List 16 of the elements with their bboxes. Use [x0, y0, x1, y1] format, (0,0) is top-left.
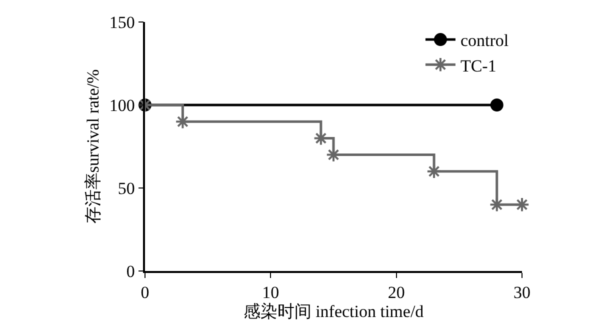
x-tick-label: 30 — [514, 283, 530, 302]
y-tick-label: 50 — [118, 178, 135, 198]
point — [489, 197, 504, 212]
y-tick-label: 100 — [109, 96, 135, 115]
point — [514, 197, 530, 212]
y-axis-title: 存活率survival rate/% — [83, 69, 102, 224]
point — [490, 98, 504, 112]
y-tick-label: 0 — [126, 262, 135, 281]
legend-label: control — [460, 31, 509, 50]
legend-label: TC-1 — [460, 56, 496, 76]
point — [175, 114, 190, 130]
x-axis-title: 感染时间 infection time/d — [243, 302, 424, 322]
y-tick-label: 150 — [109, 12, 135, 32]
x-tick-label: 0 — [140, 283, 150, 302]
x-tick-label: 10 — [262, 283, 280, 302]
x-tick-label: 20 — [388, 283, 405, 302]
